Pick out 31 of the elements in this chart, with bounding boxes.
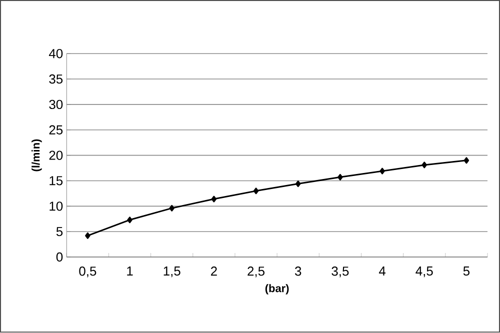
x-tick-label: 3: [294, 266, 302, 276]
x-tick-label: 4: [378, 266, 386, 276]
point: [127, 216, 132, 224]
x-tick-label: 1: [127, 266, 133, 276]
y-tick-label: 5: [56, 227, 63, 236]
y-tick-label: 40: [48, 49, 63, 58]
point: [253, 188, 259, 194]
x-tick-label: 3,5: [332, 266, 349, 278]
point: [422, 162, 427, 168]
x-tick-label: 2: [210, 266, 217, 276]
point: [338, 174, 343, 181]
y-tick-label: 15: [50, 176, 63, 186]
x-tick-label: 1,5: [164, 266, 180, 278]
point: [464, 157, 470, 164]
x-axis-title: (bar): [265, 284, 289, 295]
x-tick-label: 0,5: [79, 266, 96, 278]
y-tick-label: 20: [49, 150, 63, 160]
y-tick-label: 30: [49, 100, 63, 110]
y-tick-label: 0: [56, 252, 63, 262]
x-tick-label: 2,5: [248, 266, 264, 278]
point: [211, 196, 217, 202]
point: [169, 205, 174, 212]
y-tick-label: 10: [50, 202, 63, 211]
point: [85, 232, 90, 240]
x-tick-label: 4,5: [416, 266, 433, 278]
point: [380, 168, 385, 174]
y-tick-label: 35: [49, 74, 63, 84]
point: [295, 180, 301, 188]
x-tick-label: 5: [463, 266, 470, 276]
y-axis-title: (l/min): [32, 140, 42, 172]
y-tick-label: 25: [49, 125, 63, 135]
